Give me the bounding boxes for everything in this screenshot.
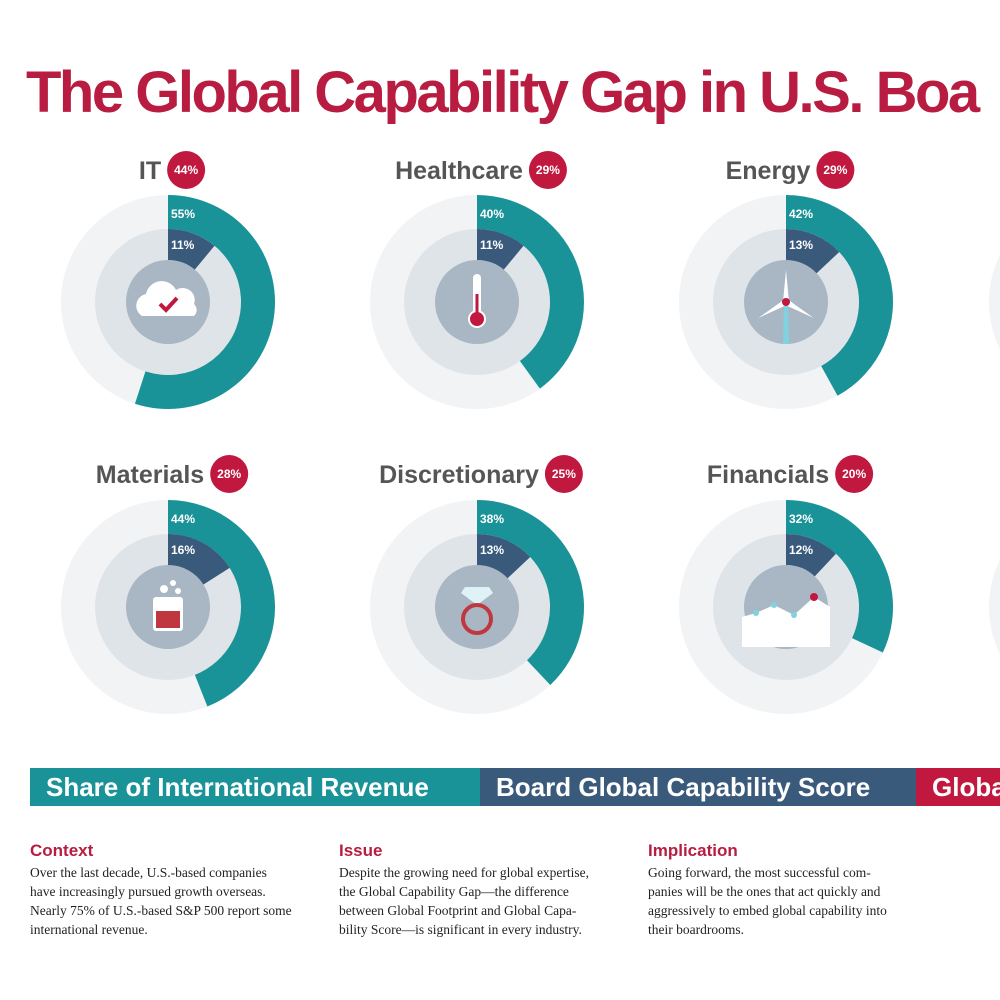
gap-badge xyxy=(210,455,249,493)
icon xyxy=(791,612,797,618)
score-arc xyxy=(168,229,215,270)
industry-title: Materials xyxy=(96,461,204,489)
revenue-label: 44% xyxy=(171,512,195,526)
note-text: their boardrooms. xyxy=(648,922,744,937)
cut-off-panel xyxy=(989,254,1000,350)
note-text: the Global Capability Gap—the difference xyxy=(339,884,569,899)
score-label: 13% xyxy=(789,238,813,252)
legend-swatch xyxy=(916,768,1000,806)
industry-panel: 42% 13% Energy 29% xyxy=(679,151,893,409)
gap-label: 28% xyxy=(217,467,241,481)
score-arc xyxy=(786,229,840,274)
revenue-arc xyxy=(786,195,893,396)
gap-badge xyxy=(528,151,567,189)
icon xyxy=(810,593,818,601)
icon xyxy=(175,588,181,594)
icon xyxy=(782,298,790,306)
icon xyxy=(475,294,479,314)
revenue-label: 38% xyxy=(480,512,504,526)
gap-label: 25% xyxy=(552,467,576,481)
note-text: Going forward, the most successful com- xyxy=(648,865,871,880)
score-arc xyxy=(477,534,531,579)
gap-badge xyxy=(167,151,206,189)
industry-panel: 55% 11% IT 44% xyxy=(61,151,276,410)
legend-label: Globa xyxy=(932,772,1000,802)
industry-title: Discretionary xyxy=(379,461,539,489)
note-text: aggressively to embed global capability … xyxy=(648,903,887,918)
page-title: The Global Capability Gap in U.S. Boa xyxy=(26,60,981,125)
industry-title: Financials xyxy=(707,461,829,489)
industry-title: Energy xyxy=(726,157,811,185)
gap-label: 29% xyxy=(536,163,560,177)
icon xyxy=(784,299,814,318)
icon xyxy=(771,602,777,608)
revenue-arc xyxy=(477,500,584,685)
note-text: have increasingly pursued growth oversea… xyxy=(30,884,266,899)
note-heading: Context xyxy=(30,841,94,860)
score-arc xyxy=(786,534,836,577)
industry-panel: 38% 13% Discretionary 25% xyxy=(370,455,584,714)
revenue-arc xyxy=(786,500,893,653)
note-heading: Issue xyxy=(339,841,382,860)
industry-title: Healthcare xyxy=(395,157,523,185)
note-heading: Implication xyxy=(648,841,738,860)
revenue-label: 42% xyxy=(789,207,813,221)
gap-label: 20% xyxy=(842,467,866,481)
note-text: Despite the growing need for global expe… xyxy=(339,865,589,880)
icon xyxy=(160,585,168,593)
note-text: international revenue. xyxy=(30,922,148,937)
revenue-arc xyxy=(134,195,276,410)
note-text: Nearly 75% of U.S.-based S&P 500 report … xyxy=(30,903,292,918)
score-label: 11% xyxy=(171,238,195,252)
revenue-label: 55% xyxy=(171,207,195,221)
icon xyxy=(136,281,197,316)
score-label: 16% xyxy=(171,543,195,557)
revenue-arc xyxy=(168,500,276,707)
gap-label: 29% xyxy=(823,163,847,177)
revenue-arc xyxy=(477,195,584,389)
score-arc xyxy=(477,229,524,270)
revenue-label: 40% xyxy=(480,207,504,221)
industry-title: IT xyxy=(139,157,161,185)
score-label: 11% xyxy=(480,238,504,252)
legend-label: Share of International Revenue xyxy=(46,772,429,802)
industry-panel: 40% 11% Healthcare 29% xyxy=(370,151,584,409)
industry-panel: 32% 12% Financials 20% xyxy=(679,455,893,714)
icon xyxy=(742,597,830,647)
legend-label: Board Global Capability Score xyxy=(496,772,870,802)
revenue-label: 32% xyxy=(789,512,813,526)
score-label: 13% xyxy=(480,543,504,557)
icon xyxy=(156,611,180,628)
gap-badge xyxy=(835,455,874,493)
icon xyxy=(783,270,789,302)
industry-panel: 44% 16% Materials 28% xyxy=(61,455,276,714)
score-label: 12% xyxy=(789,543,813,557)
icon xyxy=(158,296,179,313)
score-arc xyxy=(168,534,230,585)
icon xyxy=(461,603,493,635)
legend-swatch xyxy=(480,768,916,806)
icon xyxy=(783,302,789,344)
note-text: between Global Footprint and Global Capa… xyxy=(339,903,577,918)
icon xyxy=(753,610,759,616)
legend-swatch xyxy=(30,768,480,806)
gap-label: 44% xyxy=(174,163,198,177)
gap-badge xyxy=(816,151,855,189)
note-text: Over the last decade, U.S.-based compani… xyxy=(30,865,267,880)
cut-off-panel xyxy=(989,559,1000,655)
note-text: panies will be the ones that act quickly… xyxy=(648,884,881,899)
gap-badge xyxy=(544,455,583,493)
icon xyxy=(461,587,493,605)
icon xyxy=(758,299,788,318)
note-text: bility Score—is significant in every ind… xyxy=(339,922,582,937)
icon xyxy=(170,580,176,586)
